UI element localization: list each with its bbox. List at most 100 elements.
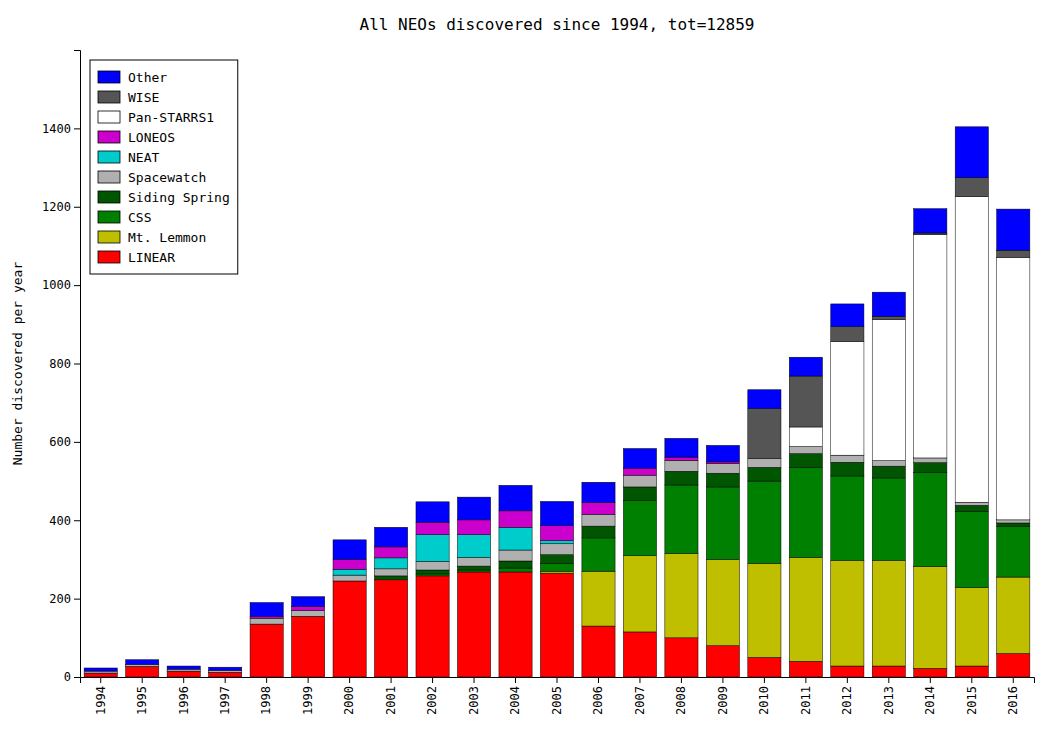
bar-segment: [831, 666, 864, 677]
x-tick-label: 2014: [923, 686, 937, 715]
bar-segment: [872, 560, 905, 666]
x-tick: 2006: [591, 677, 605, 715]
legend-item: LINEAR: [98, 250, 175, 265]
y-tick-label: 200: [49, 592, 71, 606]
bar-segment: [997, 257, 1030, 520]
y-tick: 800: [49, 357, 80, 371]
x-tick-label: 1996: [177, 686, 191, 715]
x-tick-mark: [764, 677, 765, 683]
legend-swatch: [98, 131, 120, 143]
bar-segment: [872, 320, 905, 461]
bar-segment: [623, 449, 656, 469]
x-tick-mark: [225, 677, 226, 683]
bar-segment: [789, 447, 822, 454]
y-axis: 0200400600800100012001400: [42, 51, 80, 685]
bar-segment: [955, 502, 988, 505]
bar-segment: [374, 527, 407, 547]
bar-segment: [582, 526, 615, 538]
bar-segment: [748, 390, 781, 409]
bar-segment: [789, 427, 822, 447]
x-tick: 2014: [923, 677, 937, 715]
bar-segment: [457, 535, 490, 558]
chart: 1994199519961997199819992000200120022003…: [0, 0, 1058, 741]
y-tick: 400: [49, 514, 80, 528]
bar-segment: [457, 497, 490, 520]
bar-segment: [997, 577, 1030, 653]
bar-segment: [665, 554, 698, 638]
bar-segment: [126, 666, 159, 677]
x-tick-label: 2005: [550, 686, 564, 715]
bar-segment: [499, 561, 532, 568]
bar-segment: [831, 455, 864, 462]
bar-segment: [914, 209, 947, 233]
title: All NEOs discovered since 1994, tot=1285…: [360, 15, 755, 34]
bar-segment: [789, 376, 822, 427]
y-tick-mark: [74, 128, 80, 129]
bar-segment: [499, 568, 532, 572]
y-tick-mark: [74, 442, 80, 443]
x-tick-mark: [681, 677, 682, 683]
x-tick: 2013: [882, 677, 896, 715]
bar-segment: [582, 538, 615, 571]
bar-segment: [914, 463, 947, 473]
bar-segment: [499, 527, 532, 550]
bar-segment: [748, 409, 781, 459]
x-tick-label: 1999: [301, 686, 315, 715]
bar-segment: [540, 555, 573, 564]
bar-segment: [540, 573, 573, 677]
bar-segment: [955, 178, 988, 197]
x-tick-label: 2009: [716, 686, 730, 715]
series-bars: [84, 447, 1030, 674]
x-tick-label: 1994: [94, 686, 108, 715]
x-tick: 2002: [425, 677, 439, 715]
legend-item: Spacewatch: [98, 170, 206, 185]
x-tick-mark: [805, 677, 806, 683]
bar-segment: [333, 569, 366, 575]
bar-segment: [167, 671, 200, 677]
bar-segment: [416, 561, 449, 570]
legend-label: LINEAR: [128, 250, 175, 265]
x-tick-label: 2010: [757, 686, 771, 715]
bar-segment: [872, 478, 905, 560]
x-tick: 2012: [840, 677, 854, 715]
y-tick-mark: [74, 520, 80, 521]
legend-swatch: [98, 91, 120, 103]
y-tick-mark: [74, 364, 80, 365]
bar-segment: [457, 570, 490, 572]
bar-segment: [831, 560, 864, 666]
legend-item: LONEOS: [98, 130, 175, 145]
bar-segment: [623, 468, 656, 475]
bar-segment: [292, 616, 325, 677]
bar-segment: [416, 502, 449, 522]
bar-segment: [416, 570, 449, 574]
bar-segment: [582, 482, 615, 502]
x-tick-label: 2006: [591, 686, 605, 715]
bar-segment: [748, 481, 781, 563]
x-tick: 2010: [757, 677, 771, 715]
series-bars: [250, 457, 739, 618]
bar-segment: [457, 520, 490, 535]
bar-segment: [872, 292, 905, 316]
bar-segment: [706, 559, 739, 645]
bar-segment: [789, 454, 822, 468]
x-tick-mark: [971, 677, 972, 683]
x-tick-label: 1995: [135, 686, 149, 715]
bar-segment: [333, 581, 366, 677]
bar-segment: [374, 569, 407, 576]
x-tick-label: 2012: [840, 686, 854, 715]
bar-segment: [582, 514, 615, 526]
y-tick-label: 1200: [42, 200, 71, 214]
bar-segment: [997, 523, 1030, 526]
y-tick-mark: [74, 599, 80, 600]
x-tick-mark: [557, 677, 558, 683]
bar-segment: [457, 566, 490, 570]
x-tick: 2004: [508, 677, 522, 715]
x-tick-mark: [474, 677, 475, 683]
bar-segment: [706, 487, 739, 559]
legend-swatch: [98, 111, 120, 123]
bar-segment: [374, 558, 407, 569]
legend-item: Siding Spring: [98, 190, 230, 205]
bar-segment: [706, 646, 739, 677]
legend-frame: [90, 60, 238, 274]
legend: OtherWISEPan-STARRS1LONEOSNEATSpacewatch…: [90, 60, 238, 274]
